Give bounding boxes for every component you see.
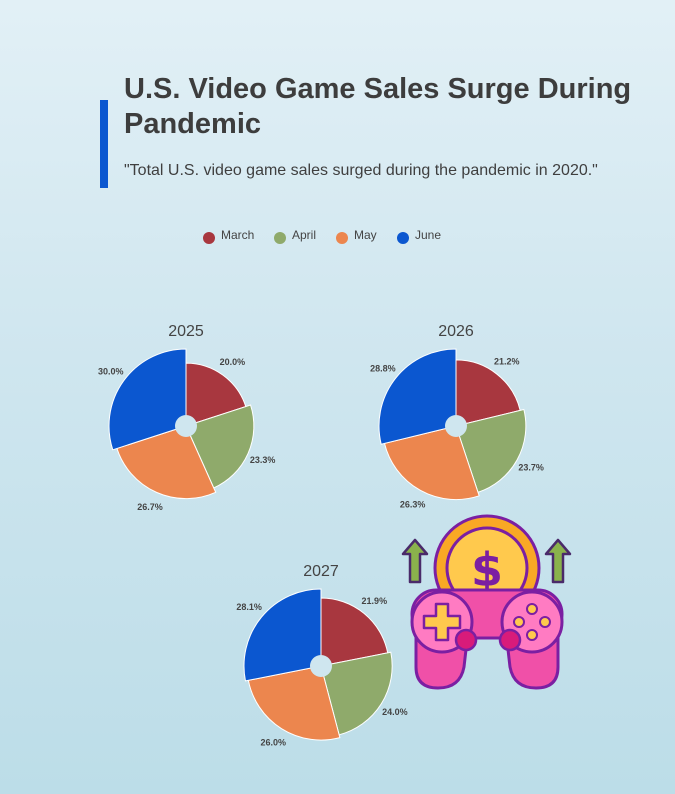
page-title: U.S. Video Game Sales Surge During Pande… (124, 73, 632, 140)
legend-dot-may (336, 232, 348, 244)
legend-label-april: April (292, 228, 317, 242)
pie-label-may: 26.0% (260, 737, 286, 747)
pie-label-june: 28.8% (370, 364, 396, 374)
legend-item-june[interactable]: June (397, 226, 441, 244)
pie-label-april: 23.7% (518, 463, 544, 473)
pie-label-april: 24.0% (382, 707, 408, 717)
pie-label-march: 21.2% (494, 356, 520, 366)
pie-slice-april[interactable] (185, 404, 255, 489)
pie-label-june: 30.0% (98, 366, 124, 376)
svg-text:$: $ (471, 543, 503, 597)
pie-slice-april[interactable] (320, 651, 393, 736)
pie-label-april: 23.3% (250, 455, 276, 465)
pie-slice-march[interactable] (320, 597, 389, 667)
pie-label-march: 21.9% (362, 596, 388, 606)
pie-chart-2026: 2026 21.2% 23.7% 26.3% 28.8% (370, 323, 544, 509)
pie-label-march: 20.0% (220, 357, 246, 367)
title-accent-bar (100, 100, 108, 188)
pie-slice-may[interactable] (116, 425, 217, 500)
pie-slice-may[interactable] (383, 425, 480, 501)
pie-slice-june[interactable] (378, 348, 457, 445)
pie-slice-march[interactable] (185, 362, 247, 427)
pie-slice-june[interactable] (243, 588, 322, 682)
pie-center-hole (310, 655, 332, 677)
pie-slice-may[interactable] (247, 665, 341, 741)
pie-label-may: 26.3% (400, 499, 426, 509)
gamepad-dollar-icon: $ (401, 514, 572, 690)
legend-item-march[interactable]: March (203, 226, 254, 244)
pie-slice-march[interactable] (455, 359, 521, 427)
legend-dot-march (203, 232, 215, 244)
pie-title: 2026 (438, 323, 474, 340)
pie-label-may: 26.7% (137, 502, 163, 512)
legend-item-april[interactable]: April (274, 226, 316, 244)
pie-slice-june[interactable] (108, 348, 187, 451)
page-subtitle: "Total U.S. video game sales surged duri… (124, 162, 598, 179)
pie-label-june: 28.1% (236, 602, 262, 612)
legend-item-may[interactable]: May (336, 226, 377, 244)
legend-label-march: March (221, 228, 255, 242)
legend-dot-april (274, 232, 286, 244)
legend-label-june: June (415, 228, 442, 242)
pie-slice-april[interactable] (455, 408, 527, 493)
legend-label-may: May (354, 228, 377, 242)
chart-legend: March April May June (0, 226, 675, 250)
pie-chart-2025: 2025 20.0% 23.3% 26.7% 30.0% (98, 323, 275, 512)
pie-center-hole (175, 415, 197, 437)
pie-title: 2025 (168, 323, 204, 340)
pie-chart-2027: 2027 21.9% 24.0% 26.0% 28.1% (236, 563, 407, 747)
pie-title: 2027 (303, 563, 339, 580)
pie-center-hole (445, 415, 467, 437)
legend-dot-june (397, 232, 409, 244)
